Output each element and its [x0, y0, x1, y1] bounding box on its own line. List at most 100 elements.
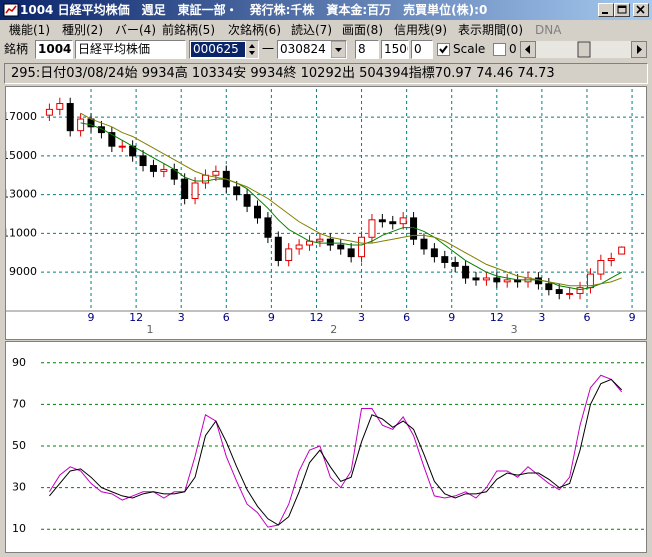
x-tick-label: 3 [358, 311, 365, 324]
x-tick-label: 9 [268, 311, 275, 324]
candle-body [430, 248, 438, 258]
end-date-combo[interactable]: 030824 [277, 40, 347, 59]
start-date-text: 000625 [191, 42, 245, 57]
candle-body [295, 244, 303, 250]
candle-body [337, 244, 345, 250]
candle-body [212, 170, 220, 176]
candle-body [389, 221, 397, 225]
candle-body [274, 236, 282, 262]
candle-body [139, 155, 147, 167]
spin-arrows[interactable] [246, 41, 258, 58]
info-line: 295:日付03/08/24始 9934高 10334安 9934終 10292… [4, 63, 648, 84]
candle-body [576, 287, 584, 294]
minimize-button[interactable] [598, 3, 614, 17]
series-line [49, 378, 623, 526]
candle-body [534, 277, 542, 285]
x-tick-label: 6 [223, 311, 230, 324]
candle-body [441, 256, 449, 263]
candle-body [451, 261, 459, 267]
candle-body [493, 277, 501, 283]
candle-body [326, 238, 334, 246]
menu-item[interactable]: 機能(1) [9, 23, 50, 37]
candle-body [555, 289, 563, 294]
candle-body [118, 145, 126, 148]
x-tick-label: 12 [129, 311, 143, 324]
candle-body [160, 168, 168, 172]
period-label: 2 [330, 323, 337, 336]
x-tick-label: 9 [448, 311, 455, 324]
series-line [48, 374, 623, 528]
scroll-slider[interactable] [520, 41, 647, 58]
extra-checkbox[interactable] [493, 43, 506, 56]
start-date-spinner[interactable]: 000625 [189, 40, 259, 59]
candle-body [503, 279, 511, 283]
extra-label: 0 [509, 42, 517, 56]
y-tick-label: 30 [12, 481, 26, 494]
menu-item[interactable]: 読込(7) [291, 23, 332, 37]
title-bar: 1004 日経平均株価 週足 東証一部・ 発行株:千株 資本金:百万 売買単位(… [0, 0, 652, 20]
candle-body [472, 277, 480, 281]
menu-item[interactable]: バー(4) [115, 23, 156, 37]
candle-body [201, 174, 209, 184]
x-tick-label: 6 [403, 311, 410, 324]
candle-body [420, 238, 428, 250]
period-label: 3 [511, 323, 518, 336]
x-tick-label: 6 [583, 311, 590, 324]
offset-input[interactable]: 0 [411, 40, 433, 59]
window-title: 1004 日経平均株価 週足 東証一部・ 発行株:千株 資本金:百万 売買単位(… [20, 3, 488, 17]
end-date-text: 030824 [280, 42, 326, 56]
app-icon [3, 3, 19, 17]
y-tick-label: 13000 [5, 188, 37, 201]
x-tick-label: 3 [538, 311, 545, 324]
candle-body [378, 219, 386, 223]
code-input[interactable]: 1004 [35, 40, 73, 59]
x-tick-label: 9 [629, 311, 636, 324]
candle-body [45, 108, 53, 116]
candle-body [77, 118, 85, 132]
dropdown-button[interactable] [331, 41, 346, 58]
candle-body [264, 217, 272, 238]
menu-item[interactable]: 前銘柄(5) [162, 23, 215, 37]
y-tick-label: 50 [12, 439, 26, 452]
y-tick-label: 90 [12, 356, 26, 369]
y-tick-label: 17000 [5, 110, 37, 123]
x-tick-label: 9 [88, 311, 95, 324]
close-button[interactable] [633, 3, 649, 17]
candle-body [597, 260, 605, 275]
candle-body [618, 246, 626, 255]
candle-body [97, 126, 105, 134]
x-tick-label: 12 [490, 311, 504, 324]
count-input[interactable]: 1500 [381, 40, 409, 59]
candle-body [545, 283, 553, 291]
candle-body [316, 238, 324, 242]
candle-body [607, 258, 615, 262]
symbol-label: 銘柄 [4, 42, 29, 56]
y-tick-label: 11000 [5, 226, 37, 239]
candle-body [66, 103, 74, 132]
candle-body [108, 132, 116, 147]
scale-checkbox[interactable] [437, 43, 450, 56]
y-tick-label: 70 [12, 397, 26, 410]
candle-body [233, 186, 241, 196]
name-input[interactable]: 日経平均株価 [75, 40, 186, 59]
maximize-button[interactable] [614, 3, 630, 17]
candle-body [191, 182, 199, 199]
y-tick-label: 10 [12, 522, 26, 535]
x-tick-label: 3 [178, 311, 185, 324]
x-tick-label: 12 [309, 311, 323, 324]
candle-body [243, 194, 251, 207]
menu-item[interactable]: 信用残(9) [394, 23, 447, 37]
menu-item[interactable]: 表示期間(0) [458, 23, 523, 37]
y-tick-label: 15000 [5, 149, 37, 162]
candle-body [181, 178, 189, 199]
menu-item[interactable]: 種別(2) [62, 23, 103, 37]
range-dash: 一 [262, 42, 275, 56]
menu-item[interactable]: 次銘柄(6) [228, 23, 281, 37]
menu-item[interactable]: DNA [535, 23, 562, 37]
menu-item[interactable]: 画面(8) [342, 23, 383, 37]
candle-body [482, 277, 490, 281]
scale-label: Scale [453, 42, 486, 56]
period-input[interactable]: 8 [355, 40, 379, 59]
